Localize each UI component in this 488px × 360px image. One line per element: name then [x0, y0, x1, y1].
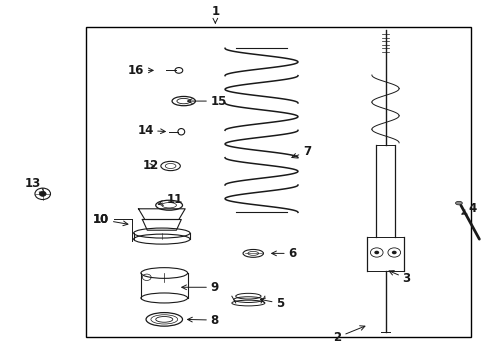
Text: 5: 5 — [260, 297, 284, 310]
Text: 11: 11 — [158, 193, 183, 206]
Text: 4: 4 — [461, 202, 475, 215]
Text: 1: 1 — [211, 5, 219, 23]
Text: 15: 15 — [187, 95, 226, 108]
Circle shape — [39, 191, 46, 196]
Text: 3: 3 — [388, 271, 410, 285]
Text: 14: 14 — [137, 124, 165, 137]
Text: 7: 7 — [291, 145, 310, 158]
Text: 10: 10 — [93, 213, 109, 226]
Circle shape — [391, 251, 396, 254]
Text: 13: 13 — [25, 177, 45, 194]
Text: 9: 9 — [182, 281, 218, 294]
Circle shape — [373, 251, 378, 254]
Ellipse shape — [455, 201, 461, 205]
Text: 2: 2 — [333, 326, 364, 344]
Text: 12: 12 — [142, 159, 158, 172]
Text: 8: 8 — [187, 314, 218, 327]
Bar — [86, 27, 469, 337]
Text: 10: 10 — [93, 213, 128, 226]
Text: 16: 16 — [128, 64, 153, 77]
Text: 6: 6 — [271, 247, 296, 260]
